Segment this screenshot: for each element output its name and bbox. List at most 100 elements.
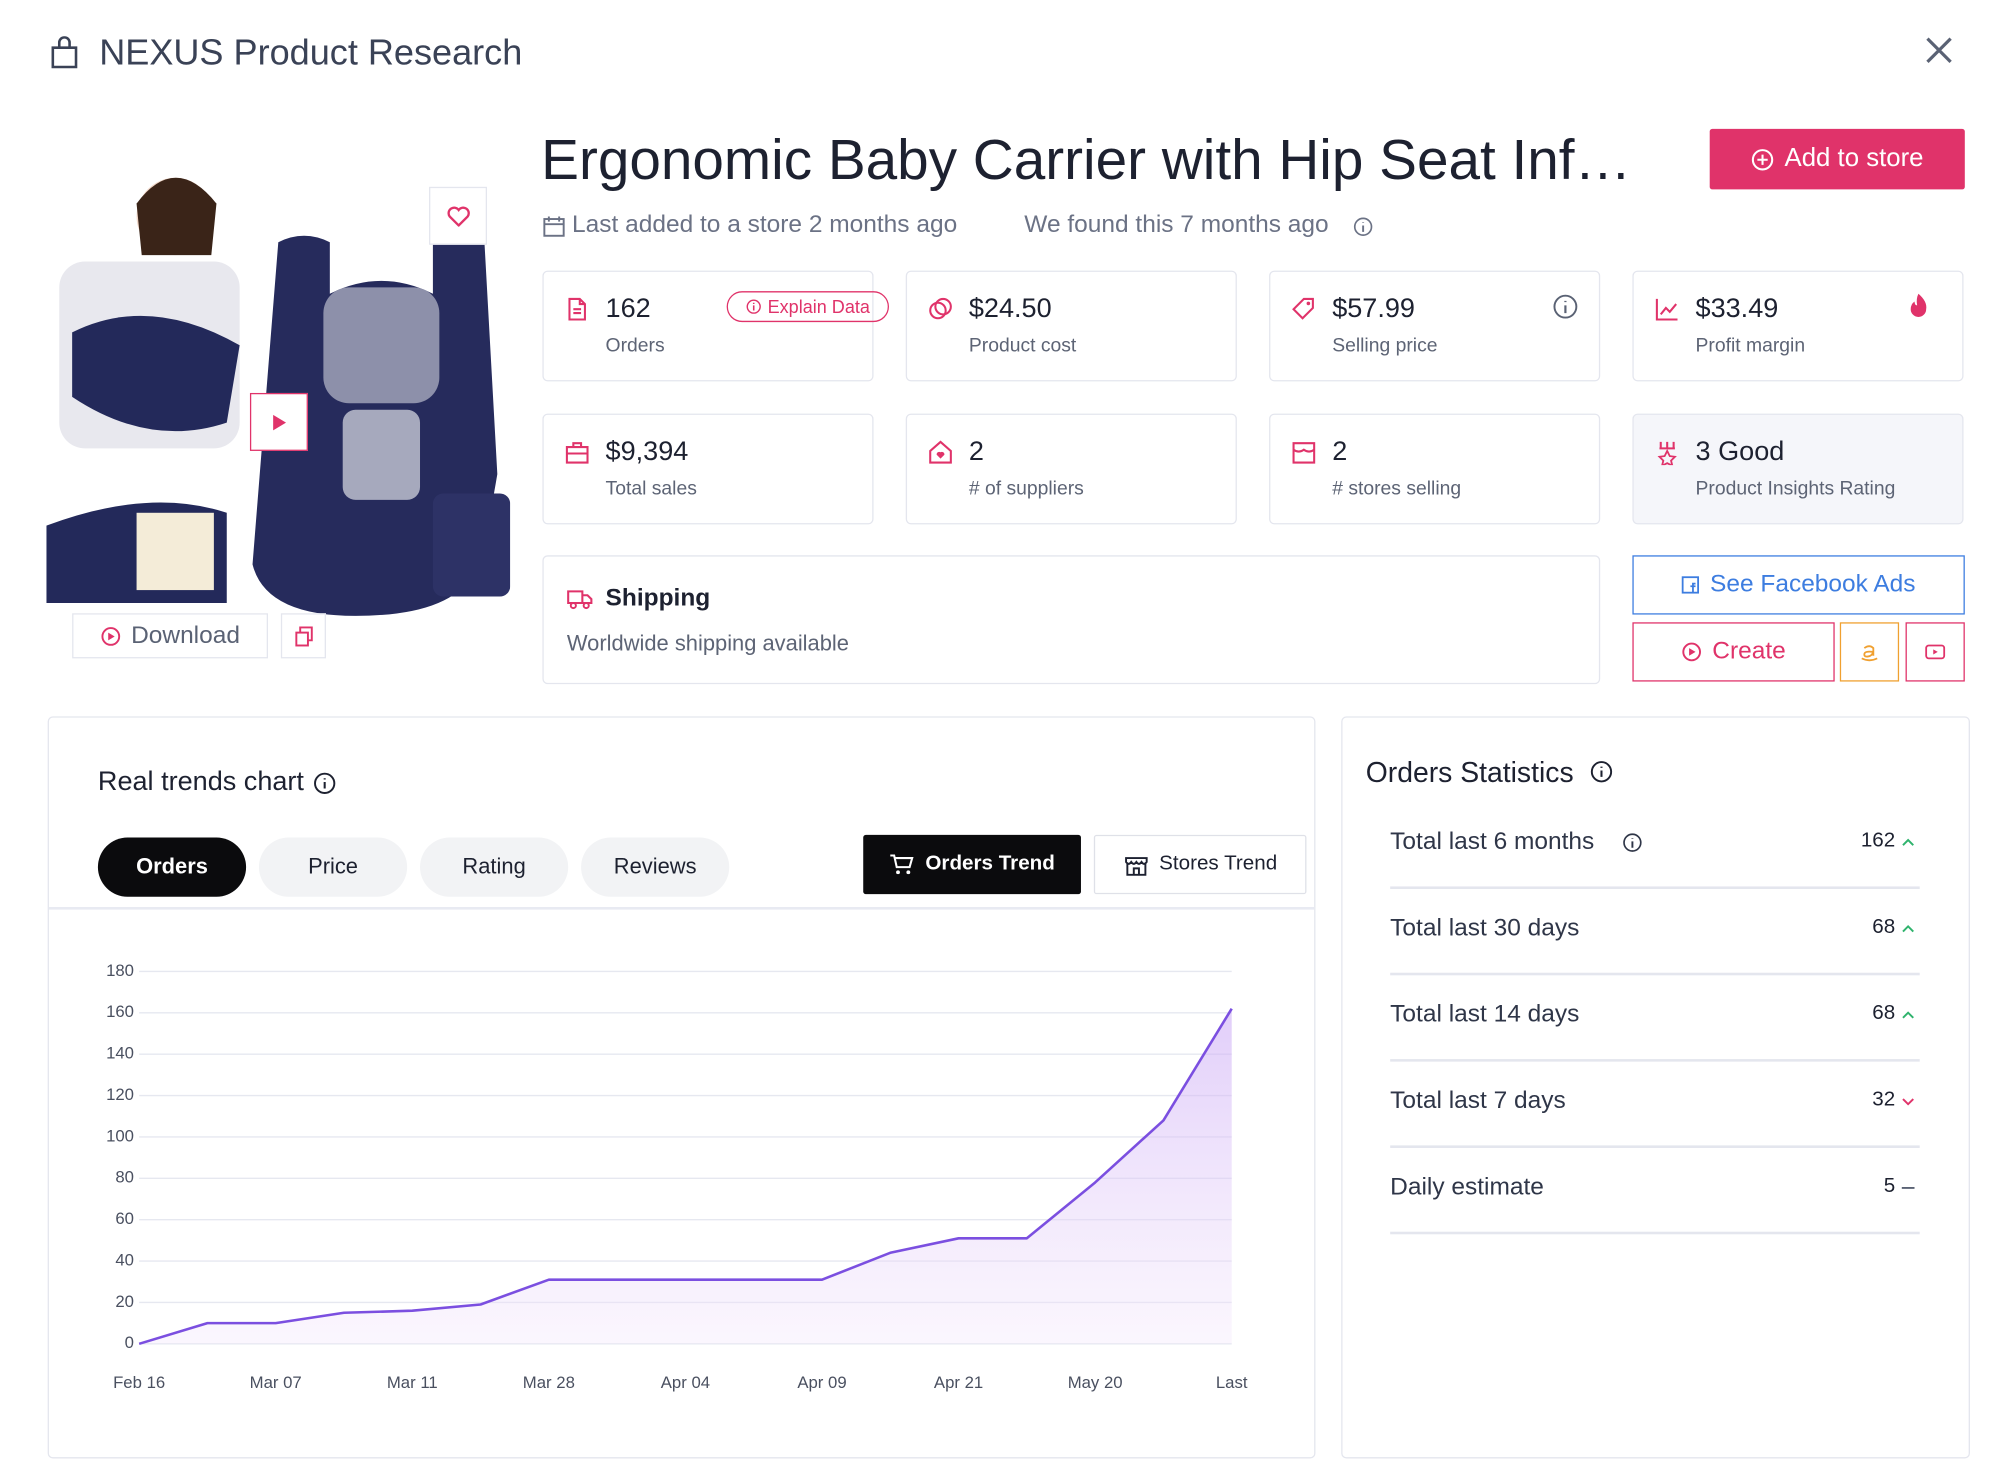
info-icon: [1623, 833, 1642, 852]
add-to-store-button[interactable]: Add to store: [1709, 128, 1965, 190]
play-icon: [272, 414, 286, 430]
trend-toggle[interactable]: Stores Trend: [1093, 834, 1307, 895]
stat-value: 162: [605, 293, 651, 324]
y-tick-label: 0: [125, 1333, 134, 1352]
y-tick-label: 140: [106, 1044, 134, 1063]
download-icon: [101, 626, 120, 646]
explain-data-badge[interactable]: Explain Data: [726, 291, 889, 323]
truck-icon: [567, 590, 593, 610]
create-icon: [1682, 642, 1701, 662]
favorite-button[interactable]: [429, 186, 488, 245]
tab-button[interactable]: Rating: [420, 837, 569, 897]
stat-card: $57.99 Selling price: [1269, 270, 1601, 382]
bag-icon: [51, 36, 78, 69]
row-value: 68: [1872, 916, 1896, 938]
toggle-text: Orders Trend: [925, 852, 1055, 875]
stat-label: Product cost: [968, 334, 1077, 357]
play-button[interactable]: [249, 392, 308, 451]
info-icon: [746, 299, 761, 314]
trend-toggle[interactable]: Orders Trend: [863, 834, 1081, 895]
stat-card: $24.50 Product cost: [905, 270, 1237, 382]
download-text: Download: [131, 621, 240, 649]
plus-icon: [1751, 148, 1774, 170]
amazon-button[interactable]: [1839, 622, 1900, 682]
facebook-ads-text: See Facebook Ads: [1710, 570, 1916, 598]
x-tick-label: Mar 07: [250, 1373, 302, 1392]
copy-button[interactable]: [280, 613, 326, 659]
stat-icon: [1292, 297, 1314, 320]
stat-icon: [1292, 442, 1316, 464]
row-label: Total last 14 days: [1390, 1001, 1580, 1029]
shipping-text: Worldwide shipping available: [566, 631, 849, 656]
row-value: 162: [1860, 829, 1896, 852]
facebook-ads-button[interactable]: See Facebook Ads: [1632, 555, 1965, 615]
stat-card: $33.49 Profit margin: [1632, 270, 1964, 382]
add-to-store-text: Add to store: [1784, 144, 1924, 173]
x-tick-label: Feb 16: [113, 1373, 165, 1392]
divider: [48, 907, 1315, 909]
stat-value: $57.99: [1332, 293, 1415, 324]
stat-card: $9,394 Total sales: [542, 413, 874, 525]
trend-icon: [1901, 1186, 1915, 1189]
tab-button[interactable]: Reviews: [581, 837, 730, 897]
stat-card: 3 Good Product Insights Rating: [1632, 413, 1964, 525]
x-tick-label: Apr 21: [934, 1373, 983, 1392]
stat-card: 162 Orders Explain Data: [542, 270, 889, 382]
youtube-icon: [1925, 644, 1946, 660]
line: [138, 1008, 1233, 1346]
stat-card: 2 # of suppliers: [905, 413, 1237, 525]
stat-value: 2: [1332, 436, 1348, 467]
x-tick-label: May 20: [1068, 1373, 1123, 1392]
stat-icon: [565, 442, 589, 464]
trend-icon: [1902, 1098, 1914, 1106]
toggle-text: Stores Trend: [1159, 852, 1278, 875]
row-divider: [1390, 1059, 1920, 1061]
toggle-icon: [1124, 857, 1148, 876]
stat-icon: [568, 297, 586, 321]
trend-icon: [1902, 1011, 1914, 1019]
row-divider: [1390, 1145, 1920, 1148]
stat-label: Profit margin: [1695, 334, 1806, 357]
x-tick-label: Mar 11: [387, 1373, 438, 1392]
create-button[interactable]: Create: [1632, 622, 1835, 682]
copy-icon: [294, 625, 313, 646]
info-icon: [314, 772, 336, 794]
product-images: [46, 177, 511, 616]
product-title: Ergonomic Baby Carrier with Hip Seat Inf…: [541, 128, 1632, 192]
orders-statistics-title: Orders Statistics: [1365, 756, 1574, 789]
youtube-button[interactable]: [1905, 622, 1965, 682]
heart-icon: [446, 205, 470, 227]
y-tick-label: 80: [115, 1168, 134, 1187]
close-button[interactable]: [1924, 35, 1955, 66]
stat-label: Orders: [605, 334, 665, 357]
trend-icon: [1902, 838, 1914, 846]
stat-value: 2: [968, 436, 984, 467]
stat-icon: [929, 440, 952, 464]
x-tick-label: Apr 09: [797, 1373, 846, 1392]
facebook-icon: [1682, 576, 1700, 594]
calendar-icon: [543, 216, 565, 237]
y-tick-label: 180: [106, 961, 134, 980]
shipping-card: Shipping Worldwide shipping available: [542, 555, 1601, 685]
info-icon: [1553, 294, 1578, 319]
y-tick-label: 160: [106, 1002, 134, 1021]
row-label: Total last 6 months: [1390, 828, 1595, 856]
stat-label: Total sales: [605, 477, 697, 500]
tab-button[interactable]: Orders: [97, 837, 247, 897]
found-date: We found this 7 months ago: [1024, 211, 1329, 239]
stat-label: Product Insights Rating: [1695, 477, 1896, 500]
download-button[interactable]: Download: [72, 613, 268, 659]
stat-label: # stores selling: [1332, 477, 1462, 500]
create-text: Create: [1712, 637, 1786, 665]
trends-title: Real trends chart: [97, 766, 304, 797]
tab-button[interactable]: Price: [258, 837, 408, 897]
trend-icon: [1902, 924, 1914, 933]
flame-icon: [1910, 293, 1927, 317]
y-tick-label: 120: [106, 1085, 134, 1104]
orders-statistics-panel: [1341, 716, 1970, 1459]
row-value: 5: [1883, 1175, 1896, 1197]
x-tick-label: Mar 28: [523, 1373, 575, 1392]
y-tick-label: 20: [115, 1292, 134, 1311]
shipping-title: Shipping: [605, 584, 711, 612]
